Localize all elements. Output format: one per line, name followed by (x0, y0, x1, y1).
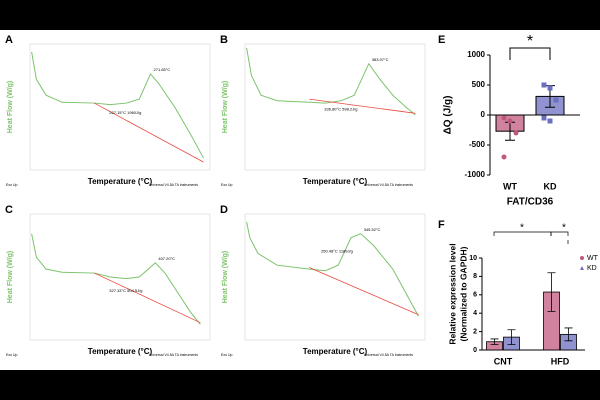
x-tick-label: WT (503, 181, 517, 191)
heat-flow-curve (246, 47, 416, 116)
significance-bracket (493, 231, 569, 244)
y-tick-label: 0 (473, 347, 477, 354)
data-point (501, 115, 507, 121)
y-tick-label: 1000 (467, 50, 485, 59)
data-point (553, 97, 559, 103)
panel-letter: E (438, 34, 445, 46)
footer-right: Universal V4.5A TA Instruments (364, 353, 413, 357)
significance: * (562, 223, 566, 234)
legend-label: WT (587, 255, 599, 262)
y-tick-label: 4 (473, 310, 477, 317)
panel-letter: F (438, 219, 445, 231)
y-tick-label: 0 (481, 110, 486, 119)
legend-marker (580, 256, 584, 260)
y-tick-label: -500 (469, 140, 486, 149)
plot-frame (244, 213, 426, 341)
peak-annotation: 345.52°C (364, 227, 381, 232)
peak-annotation: 271.65°C (154, 67, 171, 72)
footer-right: Universal V4.5A TA Instruments (149, 353, 198, 357)
y-axis-label: Heat Flow (W/g) (222, 251, 229, 304)
y-axis-label: ΔQ (J/g) (443, 96, 454, 135)
plot-frame (29, 213, 211, 341)
x-axis-label: Temperature (°C) (88, 347, 153, 356)
data-point (513, 130, 519, 136)
data-point (541, 115, 547, 121)
error-bar (547, 272, 556, 312)
baseline (94, 102, 204, 163)
x-axis-label: Temperature (°C) (303, 177, 368, 186)
significance-bracket (550, 231, 569, 236)
footer-left: Exo Up (6, 183, 18, 187)
panel-letter: D (220, 204, 228, 216)
error-bar (564, 327, 573, 342)
x-tick-label: CNT (494, 356, 513, 366)
baseline (309, 98, 416, 114)
heat-flow-curve (246, 221, 420, 317)
significance: * (520, 223, 524, 234)
significance-bracket (509, 47, 551, 60)
y-tick-label: 500 (472, 80, 486, 89)
onset-annotation: 327.33°C 504.5J/g (109, 288, 142, 293)
x-axis-label: FAT/CD36 (507, 197, 554, 208)
panel-letter: B (220, 34, 228, 46)
y-tick-label: 10 (469, 255, 477, 262)
panel-letter: C (5, 204, 13, 216)
x-tick-label: KD (544, 181, 557, 191)
panel-letter: A (5, 34, 13, 46)
data-point (501, 154, 507, 160)
data-point (547, 118, 553, 124)
error-bar (490, 338, 499, 345)
y-axis-label: Heat Flow (W/g) (7, 251, 14, 304)
x-axis-label: Temperature (°C) (303, 347, 368, 356)
footer-left: Exo Up (221, 183, 233, 187)
heat-flow-curve (31, 233, 201, 325)
bottom-band (0, 370, 600, 400)
onset-annotation: 336.80°C 598.2J/g (324, 106, 357, 111)
heat-flow-curve (31, 51, 205, 159)
y-axis-label: (Normalized to GAPDH) (458, 246, 468, 341)
legend-marker (580, 266, 584, 270)
error-bar (507, 329, 516, 345)
footer-right: Universal V4.5A TA Instruments (364, 183, 413, 187)
x-axis-label: Temperature (°C) (88, 177, 153, 186)
legend-label: KD (587, 265, 597, 272)
peak-annotation: 383.97°C (372, 57, 389, 62)
x-tick-label: HFD (551, 356, 570, 366)
data-point (507, 118, 513, 124)
top-band (0, 0, 600, 30)
y-tick-label: 2 (473, 328, 477, 335)
y-axis-label: Relative expression level (447, 243, 457, 344)
footer-right: Universal V4.5A TA Instruments (149, 183, 198, 187)
plot-frame (29, 43, 211, 171)
footer-left: Exo Up (6, 353, 18, 357)
onset-annotation: 227.15°C 1960J/g (109, 110, 141, 115)
y-tick-label: 8 (473, 273, 477, 280)
onset-annotation: 250.48°C 1189J/g (321, 249, 353, 254)
data-point (541, 82, 547, 88)
baseline (94, 272, 201, 324)
significance: * (527, 33, 533, 50)
y-axis-label: Heat Flow (W/g) (7, 81, 14, 134)
peak-annotation: 407.20°C (158, 256, 175, 261)
footer-left: Exo Up (221, 353, 233, 357)
y-tick-label: -1000 (465, 170, 486, 179)
y-tick-label: 6 (473, 292, 477, 299)
plot-frame (244, 43, 426, 171)
y-axis-label: Heat Flow (W/g) (222, 81, 229, 134)
baseline (309, 267, 419, 316)
data-point (547, 85, 553, 91)
